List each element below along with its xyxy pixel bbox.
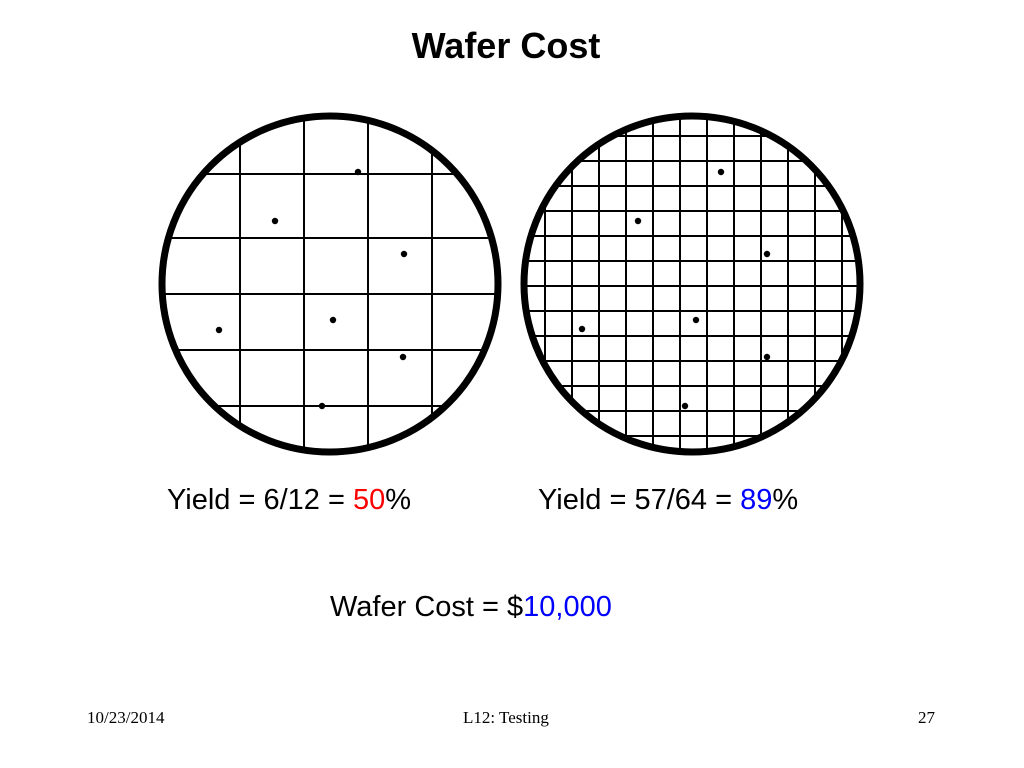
defect-dot (318, 402, 326, 410)
defect-dot (763, 353, 771, 361)
yield-value: 89 (740, 484, 773, 516)
die-grid-lines (526, 118, 858, 450)
wafer-fine-grid (520, 112, 864, 456)
defect-dot (399, 353, 407, 361)
defect-dot (354, 168, 362, 176)
footer-label: L12: Testing (463, 708, 549, 727)
die-grid-lines (164, 118, 496, 450)
defect-dot (578, 325, 586, 333)
defect-dot (717, 168, 725, 176)
defect-dots (215, 168, 408, 410)
defect-dots (578, 168, 771, 410)
defect-dot (271, 217, 279, 225)
cost-value: 10,000 (523, 591, 612, 623)
yield-suffix: % (772, 484, 799, 516)
page-number: 27 (918, 708, 935, 727)
yield-suffix: % (385, 484, 412, 516)
wafer-outline (158, 112, 502, 456)
defect-dot (215, 326, 223, 334)
yield-prefix: Yield = 6/12 = (167, 484, 353, 516)
wafer-cost-label: Wafer Cost = $10,000 (330, 585, 612, 629)
yield-prefix: Yield = 57/64 = (538, 484, 741, 516)
wafer-outline (520, 112, 864, 456)
cost-prefix: Wafer Cost = $ (330, 591, 524, 623)
wafer-coarse-grid (158, 112, 502, 456)
yield-value: 50 (352, 484, 386, 516)
defect-dot (329, 316, 337, 324)
defect-dot (763, 250, 771, 258)
defect-dot (400, 250, 408, 258)
slide-title: Wafer Cost (411, 25, 601, 66)
defect-dot (692, 316, 700, 324)
footer-date: 10/23/2014 (87, 708, 165, 727)
yield-label-fine: Yield = 57/64 = 89% (538, 478, 798, 522)
defect-dot (634, 217, 642, 225)
yield-label-coarse: Yield = 6/12 = 50% (167, 478, 411, 522)
defect-dot (681, 402, 689, 410)
